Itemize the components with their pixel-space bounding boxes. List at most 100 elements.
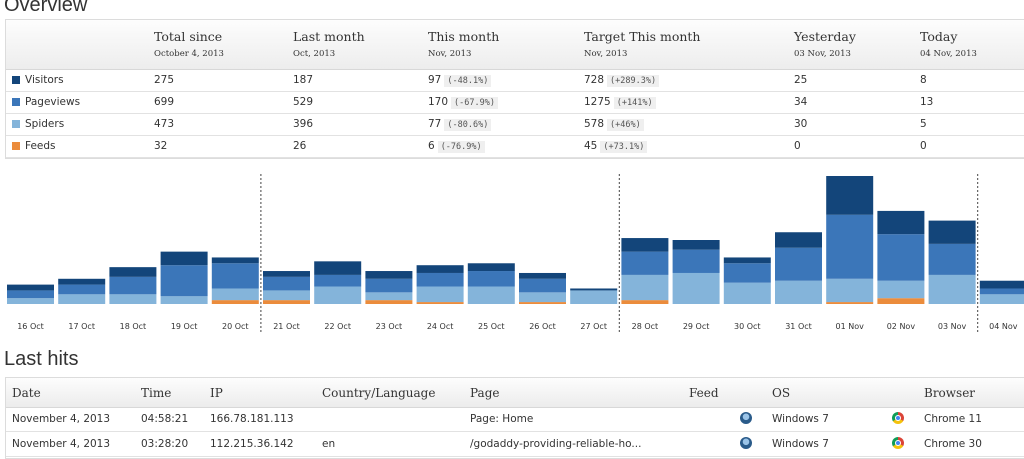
tick-label: 22 Oct <box>324 322 351 331</box>
bar-feeds-28-oct[interactable] <box>621 300 669 304</box>
bar-visitors-31-oct[interactable] <box>775 232 822 248</box>
bar-spiders-23-oct[interactable] <box>365 292 413 301</box>
bar-visitors-26-oct[interactable] <box>519 272 566 279</box>
table-row[interactable]: November 4, 2013 04:58:21 166.78.181.113 Pa… <box>6 407 1024 432</box>
bar-feeds-24-oct[interactable] <box>416 302 464 304</box>
cell-target: 45 (+73.1%) <box>584 140 648 153</box>
bar-spiders-22-oct[interactable] <box>314 286 362 304</box>
col-this-month: This month Nov, 2013 <box>428 29 500 59</box>
bar-pageviews-28-oct[interactable] <box>621 251 669 275</box>
bar-pageviews-03-nov[interactable] <box>928 243 976 275</box>
cell-page: /godaddy-providing-reliable-ho... <box>470 438 642 450</box>
tick-label: 25 Oct <box>478 322 505 331</box>
bar-visitors-16-oct[interactable] <box>7 284 54 291</box>
cell-ip: 112.215.36.142 <box>210 438 294 450</box>
bar-pageviews-04-nov[interactable] <box>979 288 1024 295</box>
bar-visitors-29-oct[interactable] <box>672 240 720 250</box>
bar-spiders-25-oct[interactable] <box>467 286 515 304</box>
bar-pageviews-02-nov[interactable] <box>877 234 925 281</box>
tick-label: 21 Oct <box>273 322 300 331</box>
bar-pageviews-31-oct[interactable] <box>775 247 822 281</box>
bar-spiders-29-oct[interactable] <box>672 272 720 304</box>
cell-today: 0 <box>920 140 927 152</box>
bar-visitors-28-oct[interactable] <box>621 238 669 252</box>
bar-pageviews-23-oct[interactable] <box>365 278 413 293</box>
legend-swatch <box>12 120 20 128</box>
row-label: Visitors <box>25 74 64 86</box>
bar-pageviews-30-oct[interactable] <box>723 263 771 283</box>
cell-last-month: 396 <box>293 118 314 130</box>
cell-browser: Chrome 30 <box>924 438 982 450</box>
bar-pageviews-21-oct[interactable] <box>263 276 310 291</box>
bar-spiders-04-nov[interactable] <box>979 294 1024 304</box>
bar-visitors-30-oct[interactable] <box>723 257 771 264</box>
bar-pageviews-20-oct[interactable] <box>211 263 259 289</box>
bar-spiders-20-oct[interactable] <box>211 288 259 301</box>
bar-pageviews-16-oct[interactable] <box>7 290 54 299</box>
bar-feeds-20-oct[interactable] <box>211 300 259 304</box>
table-row[interactable]: November 4, 2013 03:28:20 112.215.36.142 en… <box>6 432 1024 457</box>
bar-visitors-17-oct[interactable] <box>58 278 106 285</box>
bar-spiders-27-oct[interactable] <box>570 290 618 304</box>
bar-visitors-22-oct[interactable] <box>314 261 362 275</box>
windows-icon <box>740 412 752 424</box>
bar-pageviews-22-oct[interactable] <box>314 274 362 287</box>
bar-feeds-26-oct[interactable] <box>519 302 566 304</box>
bar-spiders-24-oct[interactable] <box>416 286 464 303</box>
bar-pageviews-17-oct[interactable] <box>58 284 106 295</box>
bar-visitors-01-nov[interactable] <box>826 176 874 215</box>
bar-spiders-17-oct[interactable] <box>58 294 106 304</box>
bar-visitors-21-oct[interactable] <box>263 271 310 277</box>
bar-pageviews-24-oct[interactable] <box>416 272 464 287</box>
overview-row-pageviews: Pageviews 699 529 170 (-67.9%) 1275 (+141%) 34 1… <box>6 91 1024 114</box>
cell-this-month: 6 (-76.9%) <box>428 140 485 153</box>
cell-last-month: 187 <box>293 74 314 86</box>
bar-visitors-23-oct[interactable] <box>365 271 413 279</box>
bar-visitors-27-oct[interactable] <box>570 288 618 291</box>
cell-yesterday: 25 <box>794 74 808 86</box>
bar-spiders-21-oct[interactable] <box>263 290 310 301</box>
bar-pageviews-25-oct[interactable] <box>467 271 515 287</box>
bar-visitors-20-oct[interactable] <box>211 257 259 264</box>
cell-page: Page: Home <box>470 413 534 425</box>
bar-visitors-19-oct[interactable] <box>160 251 208 266</box>
tick-label: 02 Nov <box>887 322 916 331</box>
bar-pageviews-01-nov[interactable] <box>826 214 874 279</box>
bar-spiders-31-oct[interactable] <box>775 280 822 304</box>
bar-spiders-02-nov[interactable] <box>877 280 925 299</box>
cell-ip: 166.78.181.113 <box>210 413 294 425</box>
bar-spiders-19-oct[interactable] <box>160 296 208 304</box>
bar-feeds-02-nov[interactable] <box>877 298 925 304</box>
bar-pageviews-26-oct[interactable] <box>519 278 566 293</box>
bar-visitors-25-oct[interactable] <box>467 263 515 272</box>
bar-feeds-01-nov[interactable] <box>826 302 874 304</box>
bar-pageviews-18-oct[interactable] <box>109 276 157 295</box>
overview-row-feeds: Feeds 32 26 6 (-76.9%) 45 (+73.1%) 0 0 <box>6 135 1024 158</box>
tick-label: 17 Oct <box>68 322 95 331</box>
tick-label: 29 Oct <box>683 322 710 331</box>
bar-spiders-16-oct[interactable] <box>7 298 54 304</box>
bar-visitors-18-oct[interactable] <box>109 267 157 277</box>
bar-spiders-30-oct[interactable] <box>723 282 771 304</box>
bar-visitors-03-nov[interactable] <box>928 220 976 244</box>
bar-spiders-03-nov[interactable] <box>928 274 976 304</box>
last-hits-header: Date Time IP Country/Language Page Feed … <box>6 378 1024 408</box>
col-today: Today 04 Nov, 2013 <box>920 29 977 59</box>
bar-visitors-04-nov[interactable] <box>979 280 1024 289</box>
bar-feeds-23-oct[interactable] <box>365 300 413 304</box>
bar-spiders-26-oct[interactable] <box>519 292 566 303</box>
tick-label: 04 Nov <box>989 322 1018 331</box>
bar-feeds-21-oct[interactable] <box>263 300 310 304</box>
legend-swatch <box>12 98 20 106</box>
bar-visitors-02-nov[interactable] <box>877 210 925 235</box>
cell-total: 275 <box>154 74 175 86</box>
tick-label: 03 Nov <box>938 322 967 331</box>
col-yesterday: Yesterday 03 Nov, 2013 <box>794 29 856 59</box>
tick-label: 23 Oct <box>376 322 403 331</box>
bar-spiders-01-nov[interactable] <box>826 278 874 303</box>
bar-spiders-18-oct[interactable] <box>109 294 157 304</box>
bar-pageviews-19-oct[interactable] <box>160 265 208 297</box>
bar-spiders-28-oct[interactable] <box>621 274 669 301</box>
bar-pageviews-29-oct[interactable] <box>672 249 720 273</box>
bar-visitors-24-oct[interactable] <box>416 265 464 273</box>
